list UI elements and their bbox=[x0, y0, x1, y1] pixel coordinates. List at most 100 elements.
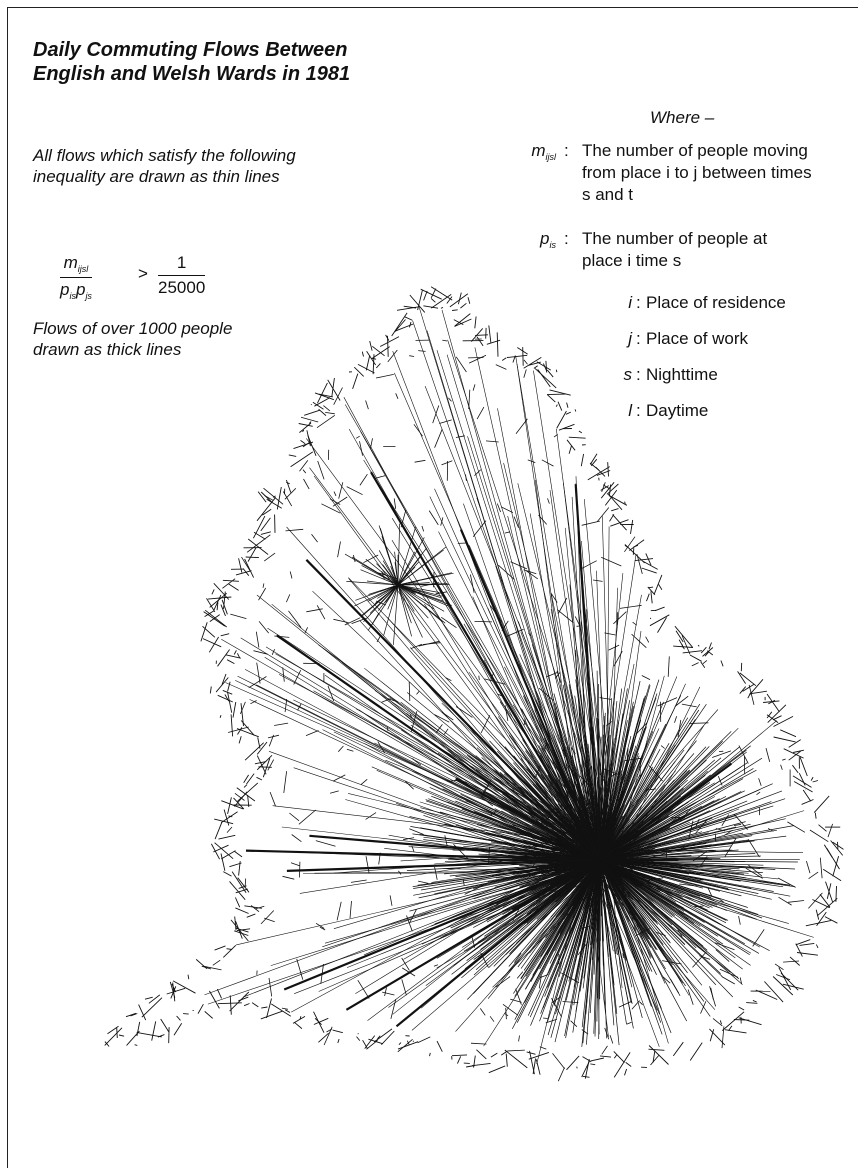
coast-flow-line bbox=[237, 783, 258, 802]
local-flow-line bbox=[301, 417, 318, 422]
hub-flow-line bbox=[368, 585, 398, 630]
coast-flow-line bbox=[729, 1026, 732, 1031]
coast-flow-line bbox=[613, 515, 627, 531]
coast-flow-line bbox=[547, 395, 555, 402]
coast-flow-line bbox=[230, 995, 231, 1014]
coast-flow-line bbox=[614, 1052, 630, 1077]
coast-flow-line bbox=[235, 852, 242, 857]
local-flow-line bbox=[405, 781, 413, 789]
local-flow-line bbox=[286, 529, 304, 531]
coast-flow-line bbox=[491, 1053, 497, 1057]
local-flow-line bbox=[391, 999, 396, 1019]
coast-flow-line bbox=[261, 532, 271, 535]
local-flow-line bbox=[781, 765, 783, 770]
coast-flow-line bbox=[218, 650, 230, 667]
coast-flow-line bbox=[533, 1059, 536, 1075]
coast-flow-line bbox=[703, 648, 713, 657]
local-flow-line bbox=[409, 356, 414, 357]
coast-flow-line bbox=[257, 777, 263, 780]
coast-flow-line bbox=[362, 352, 363, 357]
coast-flow-line bbox=[779, 968, 791, 990]
coast-flow-line bbox=[567, 403, 568, 408]
coast-flow-line bbox=[399, 1043, 401, 1045]
local-flow-line bbox=[361, 779, 367, 784]
local-flow-line bbox=[471, 1043, 486, 1044]
local-flow-line bbox=[366, 401, 369, 410]
flow-line bbox=[310, 468, 601, 858]
local-flow-line bbox=[317, 415, 335, 427]
coast-flow-line bbox=[216, 678, 228, 693]
coast-flow-line bbox=[569, 437, 586, 438]
coast-flow-line bbox=[720, 1020, 721, 1024]
local-flow-line bbox=[553, 1053, 565, 1068]
local-flow-line bbox=[558, 598, 567, 614]
local-flow-line bbox=[282, 1008, 288, 1009]
coast-flow-line bbox=[625, 1069, 627, 1075]
local-flow-line bbox=[285, 699, 287, 712]
coast-flow-line bbox=[487, 340, 500, 344]
local-flow-line bbox=[658, 878, 663, 879]
local-flow-line bbox=[637, 554, 642, 574]
coast-flow-line bbox=[698, 645, 699, 646]
local-flow-line bbox=[442, 340, 447, 341]
coast-flow-line bbox=[221, 634, 230, 636]
coast-flow-line bbox=[217, 989, 221, 998]
coast-flow-line bbox=[566, 412, 571, 414]
local-flow-line bbox=[658, 698, 678, 706]
local-flow-line bbox=[496, 365, 507, 370]
coast-flow-line bbox=[814, 796, 829, 813]
local-flow-line bbox=[382, 992, 394, 995]
coast-flow-line bbox=[261, 1011, 283, 1019]
local-flow-line bbox=[254, 651, 268, 655]
local-flow-line bbox=[358, 980, 369, 998]
local-flow-line bbox=[766, 748, 770, 762]
coast-flow-line bbox=[105, 1028, 122, 1046]
local-flow-line bbox=[682, 704, 697, 707]
coast-flow-line bbox=[220, 715, 221, 718]
coast-flow-line bbox=[753, 1000, 757, 1002]
coast-flow-line bbox=[581, 454, 583, 466]
local-flow-line bbox=[330, 499, 340, 505]
local-flow-line bbox=[385, 988, 387, 997]
coast-flow-line bbox=[635, 559, 653, 561]
local-flow-line bbox=[409, 682, 410, 701]
coast-flow-line bbox=[654, 575, 662, 595]
coast-flow-line bbox=[252, 1003, 258, 1007]
coast-flow-line bbox=[649, 1046, 668, 1065]
coast-flow-line bbox=[373, 358, 377, 359]
coast-flow-line bbox=[244, 1004, 249, 1006]
local-flow-line bbox=[306, 731, 319, 736]
local-flow-line bbox=[601, 557, 621, 566]
coast-flow-line bbox=[611, 509, 618, 511]
coast-flow-line bbox=[633, 548, 634, 555]
coast-flow-line bbox=[559, 424, 575, 430]
local-flow-line bbox=[620, 605, 642, 608]
coast-flow-line bbox=[228, 682, 231, 691]
local-flow-line bbox=[490, 1016, 494, 1021]
local-flow-line bbox=[297, 959, 303, 980]
local-flow-line bbox=[473, 521, 486, 537]
coast-flow-line bbox=[207, 598, 215, 612]
coast-flow-line bbox=[205, 610, 227, 627]
coast-flow-line bbox=[398, 1039, 413, 1052]
coast-flow-line bbox=[397, 307, 419, 311]
coast-flow-line bbox=[257, 756, 266, 775]
coast-flow-line bbox=[739, 1018, 762, 1025]
local-flow-line bbox=[429, 511, 438, 525]
local-flow-line bbox=[371, 438, 373, 448]
coast-flow-line bbox=[577, 1067, 578, 1069]
coast-flow-line bbox=[569, 446, 571, 454]
coast-flow-line bbox=[366, 356, 369, 371]
coast-flow-line bbox=[734, 1020, 749, 1021]
coast-flow-line bbox=[267, 499, 282, 508]
local-flow-line bbox=[506, 1008, 507, 1019]
coast-flow-line bbox=[303, 470, 306, 474]
local-flow-line bbox=[351, 880, 367, 882]
local-flow-line bbox=[627, 1022, 632, 1024]
coast-flow-line bbox=[816, 945, 818, 949]
local-flow-line bbox=[347, 487, 363, 495]
coast-flow-line bbox=[319, 409, 326, 415]
coast-flow-line bbox=[135, 1045, 138, 1046]
coast-flow-line bbox=[475, 317, 476, 329]
